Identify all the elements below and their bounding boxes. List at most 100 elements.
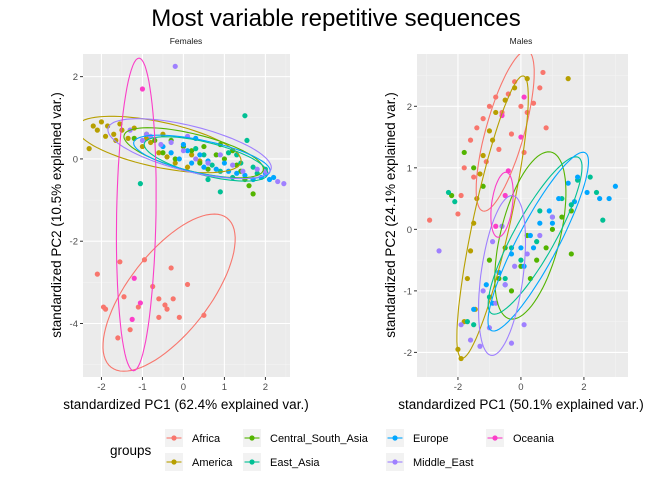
point-africa bbox=[102, 306, 109, 312]
panel-right-ylabel: standardized PC2 (24.1% explained var.) bbox=[383, 92, 398, 337]
point-east-asia bbox=[471, 322, 477, 328]
point-america bbox=[102, 133, 109, 139]
point-america bbox=[480, 152, 486, 159]
point-europe bbox=[518, 245, 524, 251]
point-africa bbox=[471, 174, 477, 180]
legend-label-east-asia: East_Asia bbox=[270, 457, 320, 469]
point-africa bbox=[156, 314, 162, 320]
point-europe bbox=[213, 166, 219, 172]
point-middle-east bbox=[275, 178, 281, 185]
point-central-south-asia bbox=[160, 150, 166, 156]
point-central-south-asia bbox=[172, 156, 178, 162]
point-east-asia bbox=[205, 176, 211, 183]
point-africa bbox=[127, 327, 133, 333]
point-middle-east bbox=[467, 337, 474, 343]
point-central-south-asia bbox=[486, 257, 493, 263]
point-central-south-asia bbox=[197, 160, 203, 166]
legend: groups Africa America Central_South_Asia Ea… bbox=[110, 429, 555, 471]
point-middle-east bbox=[217, 152, 223, 158]
panel-right-subtitle: Males bbox=[510, 36, 533, 46]
point-america bbox=[477, 171, 483, 177]
point-europe bbox=[197, 152, 203, 158]
point-america bbox=[184, 164, 191, 170]
point-america bbox=[467, 248, 474, 254]
point-east-asia bbox=[250, 164, 256, 170]
point-america bbox=[148, 139, 154, 146]
point-africa bbox=[121, 294, 127, 300]
ellipse-central-south-asia bbox=[494, 151, 567, 320]
point-middle-east bbox=[193, 156, 199, 162]
legend-label-middle-east: Middle_East bbox=[413, 457, 474, 469]
point-america bbox=[160, 131, 166, 137]
tick-label-y: -2 bbox=[70, 237, 78, 248]
point-middle-east bbox=[158, 141, 164, 148]
point-europe bbox=[271, 174, 277, 181]
point-central-south-asia bbox=[213, 152, 219, 158]
point-africa bbox=[543, 125, 549, 131]
point-east-asia bbox=[225, 150, 232, 156]
legend-item-africa: Africa bbox=[165, 429, 221, 447]
point-central-south-asia bbox=[250, 191, 256, 197]
point-central-south-asia bbox=[543, 245, 549, 251]
ellipse-oceania bbox=[490, 171, 514, 238]
ellipse-europe bbox=[487, 151, 590, 332]
point-europe bbox=[549, 220, 556, 226]
point-africa bbox=[467, 137, 474, 143]
point-europe bbox=[606, 195, 612, 202]
point-central-south-asia bbox=[201, 143, 207, 150]
point-east-asia bbox=[209, 162, 215, 168]
tick-label-x: 0 bbox=[518, 382, 523, 393]
point-america bbox=[486, 128, 493, 134]
point-middle-east bbox=[436, 248, 442, 254]
point-africa bbox=[455, 211, 461, 217]
legend-key-point bbox=[392, 459, 398, 465]
point-east-asia bbox=[593, 189, 600, 196]
tick-label-y: -1 bbox=[404, 286, 412, 297]
point-middle-east bbox=[458, 322, 464, 328]
point-africa bbox=[117, 259, 123, 265]
point-africa bbox=[537, 85, 543, 91]
legend-label-central-south-asia: Central_South_Asia bbox=[270, 433, 369, 445]
point-europe bbox=[189, 160, 195, 166]
point-america bbox=[125, 135, 131, 141]
point-central-south-asia bbox=[205, 166, 211, 172]
point-africa bbox=[426, 217, 433, 223]
point-europe bbox=[176, 156, 182, 162]
point-europe bbox=[530, 245, 537, 251]
legend-item-east-asia: East_Asia bbox=[243, 453, 320, 471]
point-east-asia bbox=[445, 189, 452, 196]
point-europe bbox=[180, 141, 187, 148]
point-middle-east bbox=[502, 282, 508, 288]
point-central-south-asia bbox=[131, 135, 137, 141]
point-america bbox=[172, 160, 178, 166]
legend-key-point bbox=[171, 435, 177, 441]
ellipse-america bbox=[456, 75, 529, 359]
panel-left-ylabel: standardized PC2 (10.5% explained var.) bbox=[49, 92, 64, 337]
point-central-south-asia bbox=[559, 214, 565, 220]
point-america bbox=[113, 137, 119, 144]
point-east-asia bbox=[537, 208, 543, 214]
point-africa bbox=[162, 302, 168, 308]
legend-item-middle-east: Middle_East bbox=[386, 453, 474, 471]
point-africa bbox=[156, 296, 162, 302]
point-europe bbox=[242, 172, 248, 178]
legend-item-america: America bbox=[165, 453, 233, 471]
point-europe bbox=[471, 306, 477, 312]
point-central-south-asia bbox=[480, 183, 486, 189]
point-middle-east bbox=[477, 343, 483, 349]
point-middle-east bbox=[281, 181, 287, 187]
point-europe bbox=[584, 189, 590, 196]
point-europe bbox=[537, 220, 543, 226]
point-europe bbox=[565, 180, 571, 186]
legend-key-point bbox=[249, 435, 255, 441]
point-central-south-asia bbox=[549, 226, 556, 232]
point-middle-east bbox=[489, 239, 496, 245]
tick-label-y: 0 bbox=[73, 154, 78, 165]
panel-males: -2 0 2 -2 -1 0 1 2 bbox=[404, 54, 628, 393]
point-africa bbox=[486, 103, 493, 109]
point-europe bbox=[201, 164, 207, 170]
point-oceania bbox=[493, 223, 499, 229]
point-africa bbox=[458, 192, 464, 199]
tick-label-x: -1 bbox=[138, 382, 146, 393]
